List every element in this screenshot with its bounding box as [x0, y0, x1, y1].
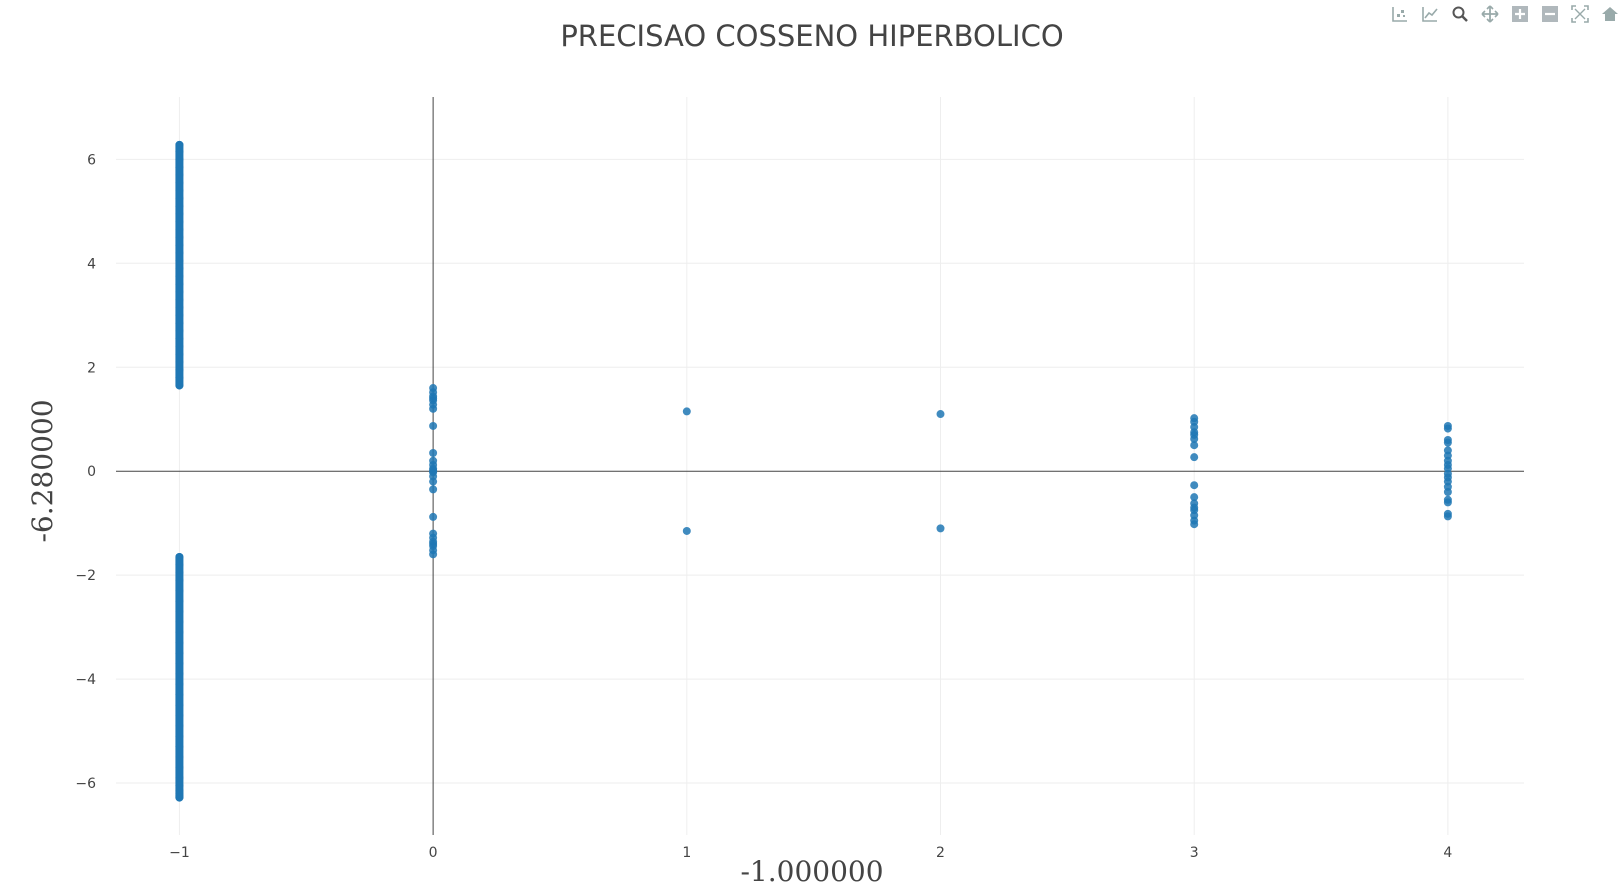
y-tick-label: −2: [75, 568, 96, 584]
x-tick-label: 0: [429, 845, 438, 861]
point-layer: [175, 140, 1452, 802]
box-select-icon: [1392, 7, 1407, 22]
data-point[interactable]: [1190, 441, 1199, 450]
compare-lines-button[interactable]: [1418, 2, 1442, 26]
data-point[interactable]: [1190, 520, 1199, 529]
x-tick-label: 1: [682, 845, 691, 861]
zoom-icon: [1452, 6, 1468, 22]
pan-button[interactable]: [1478, 2, 1502, 26]
data-point[interactable]: [1443, 512, 1452, 521]
label-layer: PRECISAO COSSENO HIPERBOLICO -1.000000 -…: [26, 19, 1452, 888]
data-point[interactable]: [1190, 481, 1199, 490]
data-point[interactable]: [682, 407, 691, 416]
data-point[interactable]: [1443, 424, 1452, 433]
zoom-in-button[interactable]: [1508, 2, 1532, 26]
data-point[interactable]: [936, 524, 945, 533]
grid-layer: [116, 97, 1524, 835]
data-point[interactable]: [1190, 503, 1199, 512]
data-point[interactable]: [1443, 498, 1452, 507]
y-tick-label: −6: [75, 776, 96, 792]
y-tick-label: 4: [87, 256, 96, 272]
data-point[interactable]: [1190, 493, 1199, 502]
zoom-in-icon: [1512, 6, 1528, 22]
zoom-out-icon: [1542, 6, 1558, 22]
autoscale-icon: [1571, 5, 1589, 23]
y-axis-label: -6.280000: [26, 399, 59, 542]
data-point[interactable]: [1190, 453, 1199, 462]
data-point[interactable]: [1190, 430, 1199, 439]
y-tick-label: −4: [75, 672, 96, 688]
reset-axes-icon: [1602, 7, 1618, 21]
x-tick-label: 3: [1190, 845, 1199, 861]
chart-toolbar: [1388, 2, 1622, 26]
chart-title: PRECISAO COSSENO HIPERBOLICO: [560, 19, 1063, 53]
autoscale-button[interactable]: [1568, 2, 1592, 26]
axis-layer: [116, 97, 1524, 835]
box-select-button[interactable]: [1388, 2, 1412, 26]
data-point[interactable]: [429, 456, 438, 465]
data-point[interactable]: [429, 477, 438, 486]
data-point[interactable]: [429, 384, 438, 393]
y-tick-label: 6: [87, 152, 96, 168]
data-point[interactable]: [429, 394, 438, 403]
data-point[interactable]: [429, 539, 438, 548]
data-point[interactable]: [682, 526, 691, 535]
data-point[interactable]: [429, 421, 438, 430]
pan-icon: [1481, 5, 1499, 23]
data-point[interactable]: [429, 449, 438, 458]
data-point[interactable]: [429, 485, 438, 494]
compare-lines-icon: [1422, 7, 1438, 22]
data-point[interactable]: [1443, 487, 1452, 496]
y-tick-label: 2: [87, 360, 96, 376]
data-point[interactable]: [429, 512, 438, 521]
reset-axes-button[interactable]: [1598, 2, 1622, 26]
data-point[interactable]: [936, 410, 945, 419]
x-tick-label: 4: [1443, 845, 1452, 861]
zoom-out-button[interactable]: [1538, 2, 1562, 26]
data-point[interactable]: [1443, 438, 1452, 447]
y-tick-label: 0: [87, 464, 96, 480]
data-point[interactable]: [429, 550, 438, 559]
data-point[interactable]: [429, 466, 438, 475]
zoom-button[interactable]: [1448, 2, 1472, 26]
x-tick-label: 2: [936, 845, 945, 861]
x-axis-label: -1.000000: [740, 855, 883, 888]
x-tick-label: −1: [169, 845, 190, 861]
